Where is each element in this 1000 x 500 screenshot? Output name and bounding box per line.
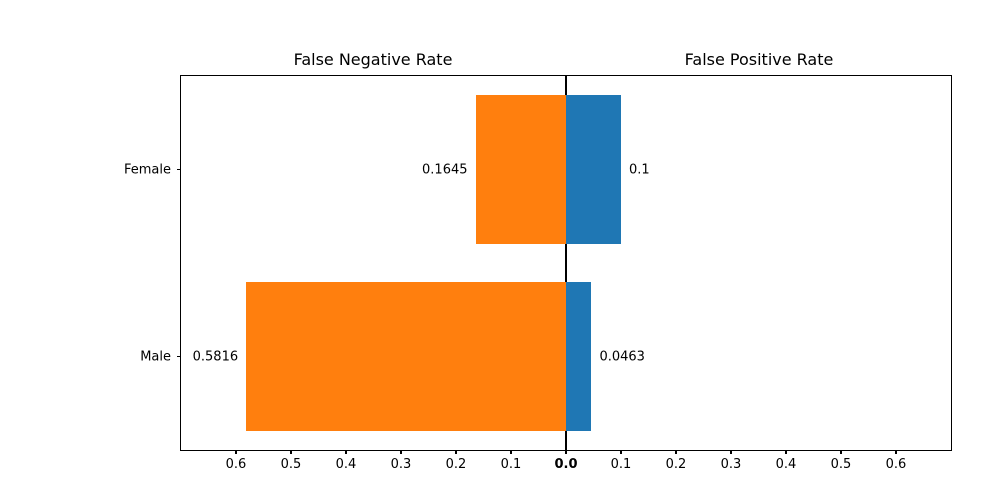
x-tick-label: 0.1 [610,457,632,472]
x-tick-label: 0.6 [225,457,247,472]
x-tick-mark [345,450,347,454]
x-tick-mark [565,450,567,454]
y-tick-label-male: Male [140,349,171,364]
x-tick-mark [785,450,787,454]
bar-male-false-positive-rate [566,281,592,432]
x-tick-mark [730,450,732,454]
x-tick-mark [235,450,237,454]
bar-value-label-male-false-positive-rate: 0.0463 [599,349,645,364]
bar-female-false-positive-rate [566,94,621,245]
y-tick-mark [177,355,181,358]
x-tick-mark [840,450,842,454]
bar-value-label-female-false-negative-rate: 0.1645 [422,162,468,177]
x-tick-label: 0.5 [280,457,302,472]
x-tick-mark [895,450,897,454]
x-tick-label: 0.2 [445,457,467,472]
x-tick-mark [455,450,457,454]
y-tick-mark [177,168,181,171]
x-tick-label: 0.3 [390,457,412,472]
bar-value-label-female-false-positive-rate: 0.1 [629,162,650,177]
bar-value-label-male-false-negative-rate: 0.5816 [192,349,239,364]
left-subplot-title: False Negative Rate [293,50,453,69]
x-tick-label: 0.5 [830,457,852,472]
bar-male-false-negative-rate [246,281,566,432]
x-tick-mark [290,450,292,454]
x-tick-label: 0.4 [775,457,797,472]
x-tick-label: 0.1 [500,457,522,472]
y-tick-label-female: Female [123,162,171,177]
x-tick-mark [510,450,512,454]
x-tick-label: 0.3 [720,457,742,472]
x-tick-label: 0.2 [665,457,687,472]
plot-area: Female 0.1645 0.1 Male 0.5816 0.0463 0.6 0.5 0.4… [124,75,952,472]
x-tick-mark [675,450,677,454]
right-subplot-title: False Positive Rate [684,50,834,69]
x-tick-label: 0.6 [885,457,907,472]
zero-axis-line [565,76,567,450]
x-tick-label: 0.0 [554,457,578,472]
x-tick-label: 0.4 [335,457,357,472]
x-tick-mark [620,450,622,454]
x-tick-mark [400,450,402,454]
bar-female-false-negative-rate [475,94,566,245]
